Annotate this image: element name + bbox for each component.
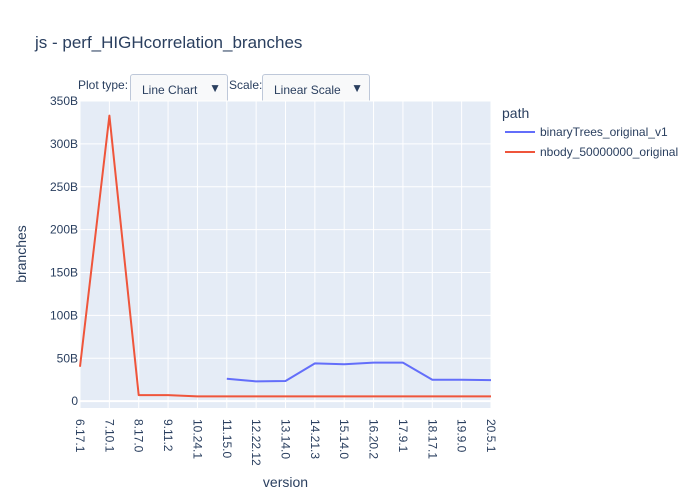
scale-label: Scale: — [229, 78, 263, 92]
x-tick-label: 10.24.1 — [190, 419, 204, 459]
x-tick-label: 20.5.1 — [484, 419, 498, 453]
x-tick-label: 19.9.0 — [455, 419, 469, 453]
y-tick-label: 250B — [50, 180, 78, 194]
y-tick-label: 350B — [50, 94, 78, 108]
series-lines — [79, 114, 492, 398]
legend-item-label: nbody_50000000_original — [540, 145, 678, 159]
series-line-1 — [226, 361, 492, 383]
gridlines — [79, 100, 492, 408]
series-line-2 — [79, 114, 491, 398]
chart-title: js - perf_HIGHcorrelation_branches — [35, 33, 303, 52]
x-axis-title: version — [263, 474, 308, 490]
legend-title: path — [502, 105, 529, 121]
scale-value: Linear Scale — [274, 83, 341, 97]
x-tick-label: 16.20.2 — [367, 419, 381, 459]
legend: path binaryTrees_original_v1 nbody_500000… — [502, 105, 678, 159]
x-tick-label: 7.10.1 — [102, 419, 116, 453]
x-tick-label: 17.9.1 — [396, 419, 410, 453]
x-tick-label: 15.14.0 — [337, 419, 351, 459]
x-tick-label: 6.17.1 — [73, 419, 87, 453]
y-tick-label: 0 — [71, 394, 78, 408]
triangle-down-icon: ▼ — [351, 81, 363, 95]
legend-item-label: binaryTrees_original_v1 — [540, 125, 668, 139]
y-axis-title: branches — [13, 225, 29, 283]
x-tick-label: 11.15.0 — [220, 419, 234, 458]
x-tick-label: 18.17.1 — [425, 419, 439, 459]
x-tick-label: 14.21.3 — [308, 419, 322, 459]
x-tick-label: 13.14.0 — [279, 419, 293, 459]
y-tick-label: 100B — [50, 308, 78, 322]
y-tick-label: 50B — [57, 351, 78, 365]
plot-type-label: Plot type: — [78, 78, 129, 92]
y-tick-label: 200B — [50, 223, 78, 237]
y-tick-label: 300B — [50, 137, 78, 151]
y-tick-label: 150B — [50, 266, 78, 280]
axis-ticks: 6.17.1 7.10.1 8.17.0 9.11.2 10.24.1 11.15.0 12… — [50, 94, 498, 466]
x-tick-label: 9.11.2 — [161, 419, 175, 452]
plot-type-value: Line Chart — [142, 83, 198, 97]
x-tick-label: 12.22.12 — [249, 419, 263, 466]
triangle-down-icon: ▼ — [209, 81, 221, 95]
x-tick-label: 8.17.0 — [132, 419, 146, 453]
